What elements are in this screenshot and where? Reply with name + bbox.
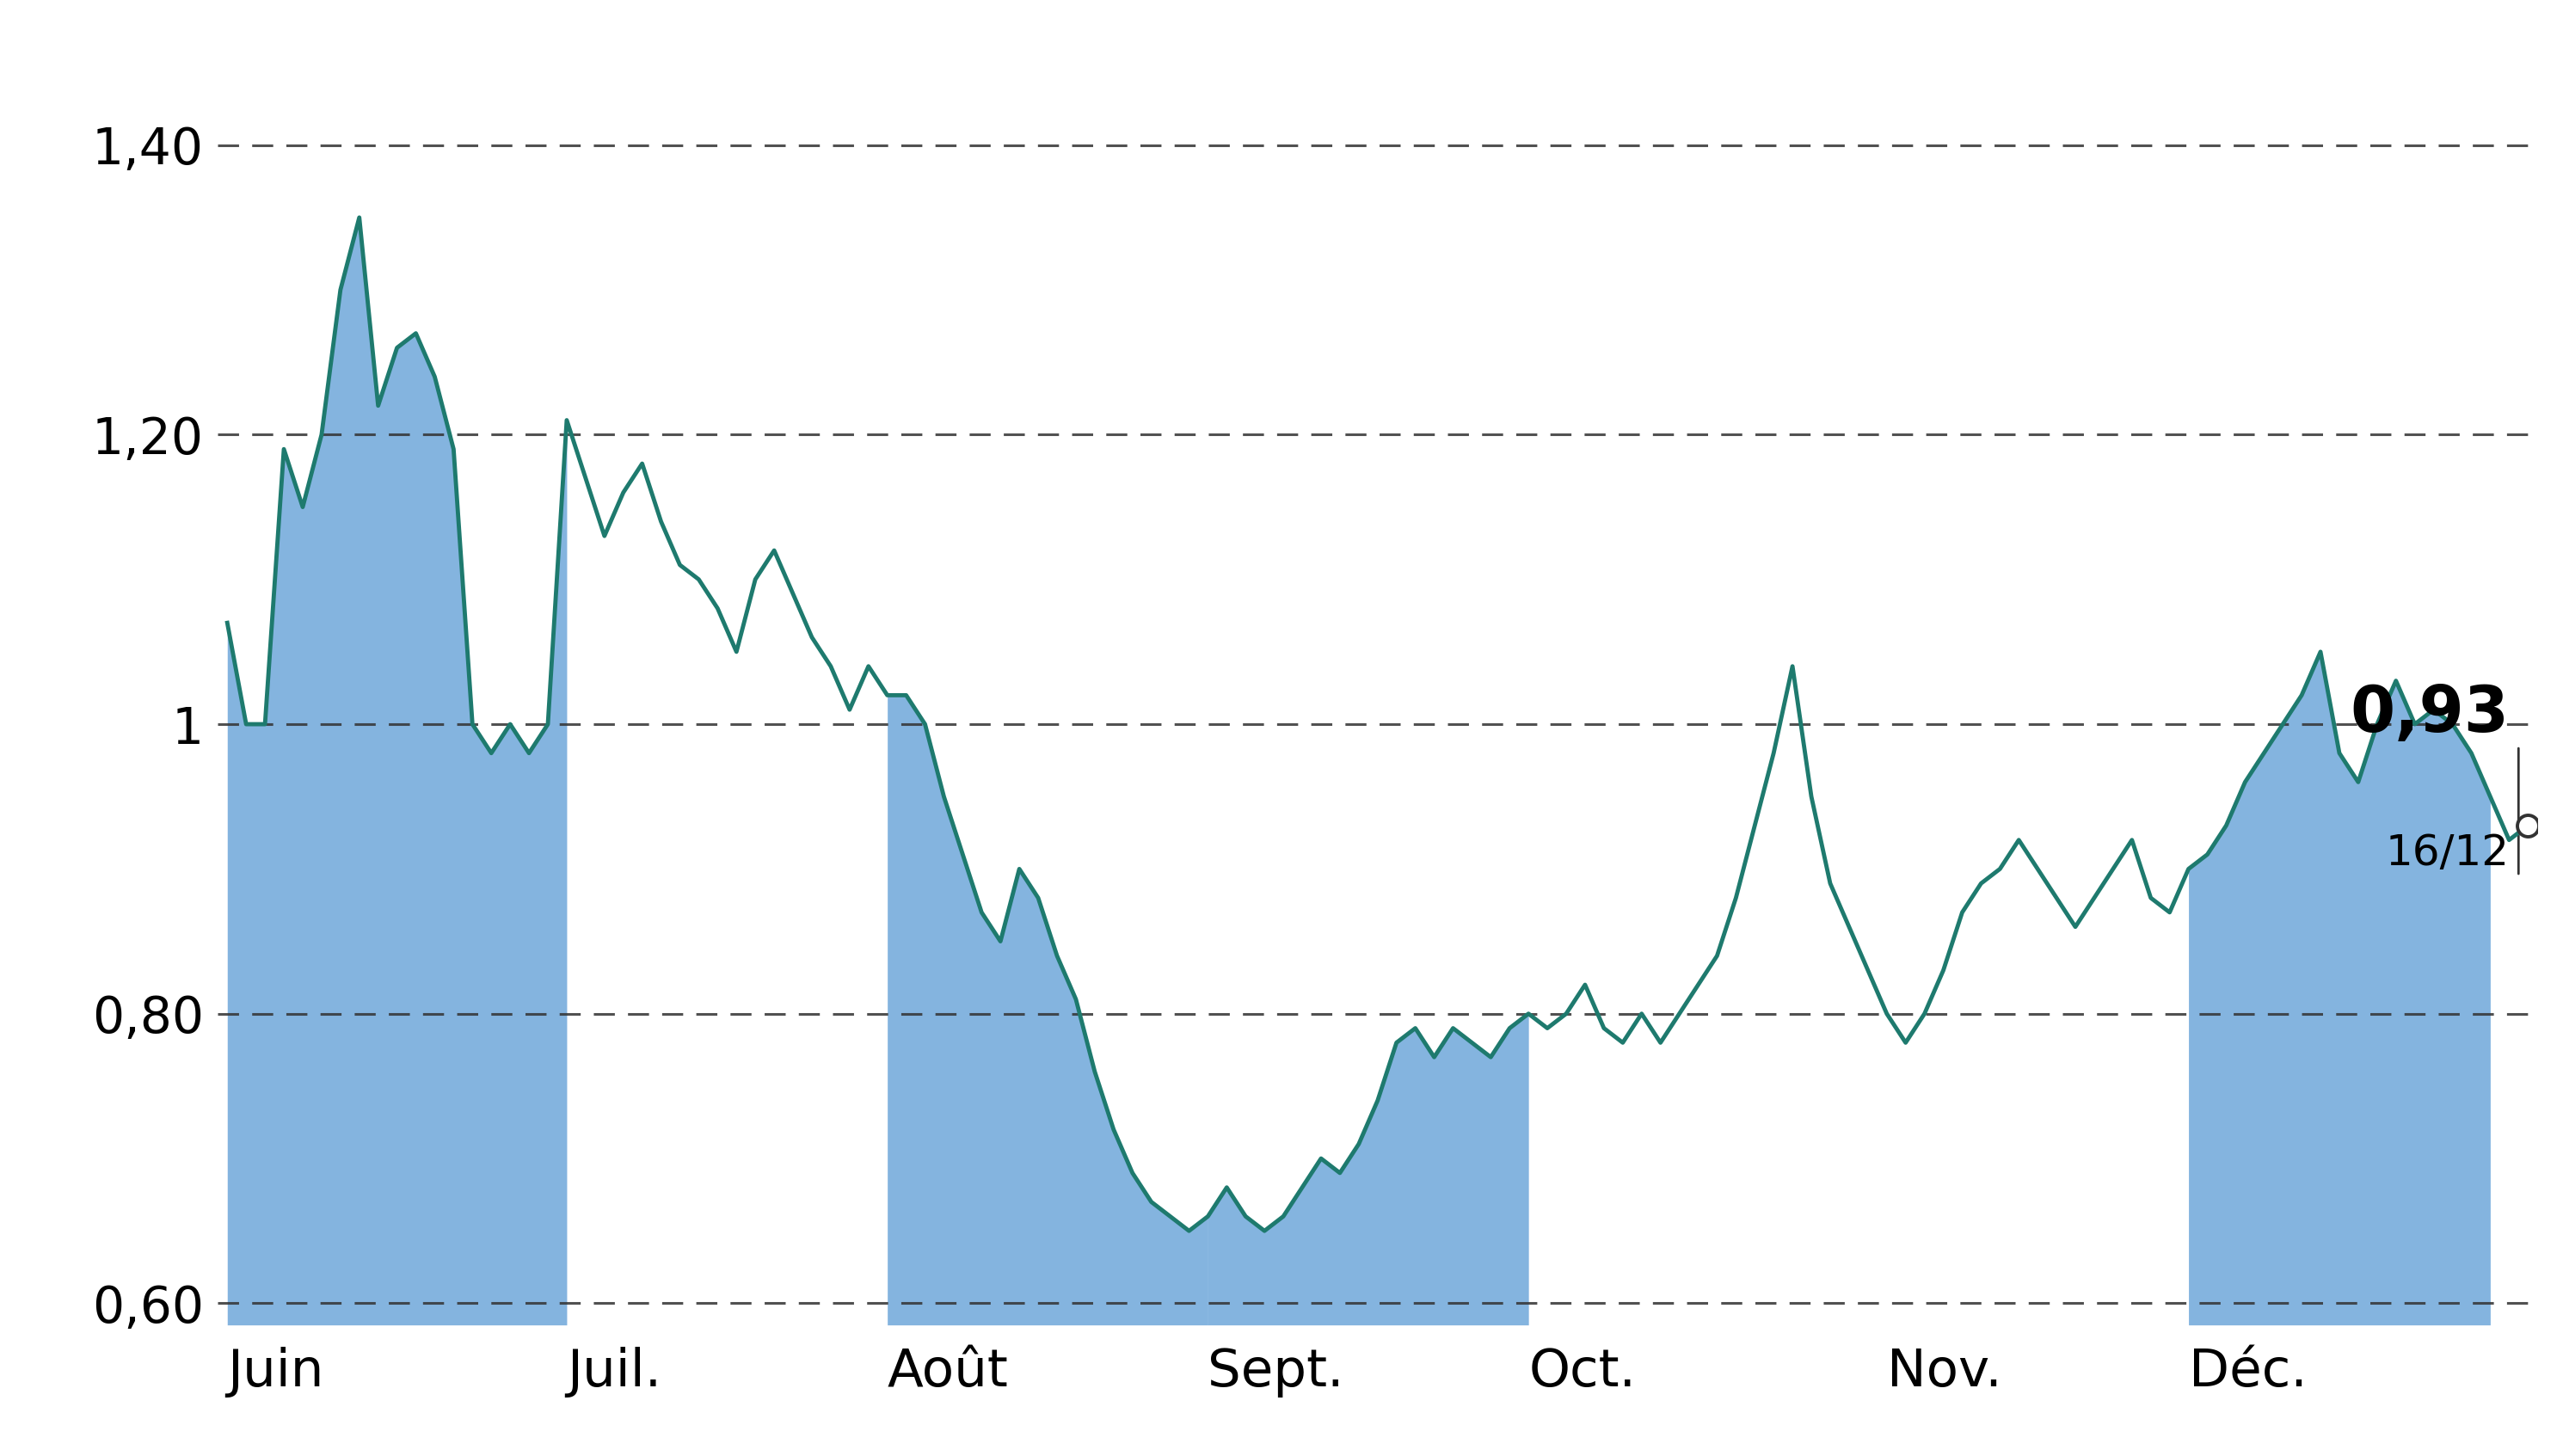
Text: 0,93: 0,93 <box>2350 683 2509 745</box>
Text: 16/12: 16/12 <box>2386 833 2509 874</box>
Text: Engine Gaming and Media, Inc.: Engine Gaming and Media, Inc. <box>433 35 2130 128</box>
